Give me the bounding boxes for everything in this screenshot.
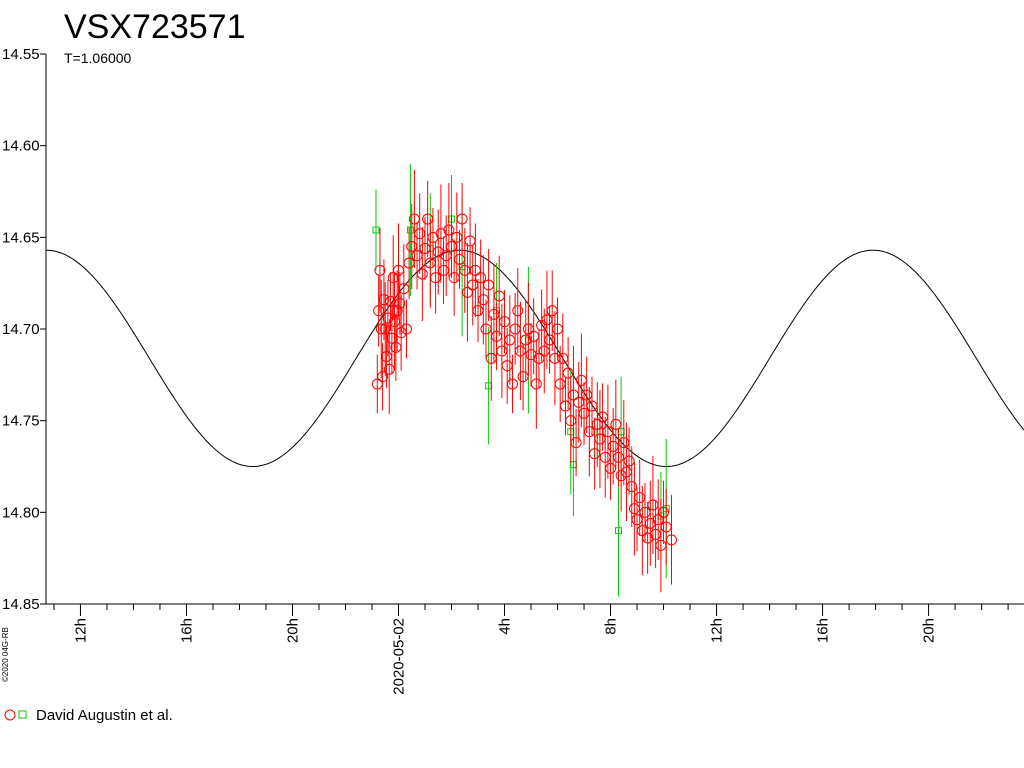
red-circle-point — [456, 213, 468, 225]
y-tick-label: 14.80 — [2, 504, 40, 521]
chart-axes: 14.55 14.60 14.65 14.70 14.75 14.80 14.85 12h 16… — [2, 46, 1024, 695]
red-circle-point — [378, 294, 390, 306]
x-tick-label: 12h — [72, 618, 89, 643]
red-circle-point — [517, 371, 529, 383]
copyright-note: ©2020 04G-RB — [1, 627, 10, 682]
chart-subtitle: T=1.06000 — [64, 50, 132, 66]
red-circle-point — [475, 272, 487, 284]
y-tick-label: 14.55 — [2, 46, 40, 63]
y-tick-label: 14.70 — [2, 321, 40, 338]
data-points-layer — [371, 164, 677, 597]
red-circle-point — [623, 455, 635, 467]
legend-marker-icon — [4, 709, 27, 721]
red-circle-point — [443, 224, 455, 236]
x-tick-label: 16h — [178, 618, 195, 643]
green-square-point — [372, 226, 380, 234]
green-square-point — [614, 527, 622, 535]
y-tick-label: 14.65 — [2, 229, 40, 246]
red-circle-point — [610, 418, 622, 430]
legend-label: David Augustin et al. — [36, 706, 173, 724]
red-circle-point — [377, 371, 389, 383]
x-tick-label: 8h — [603, 618, 620, 635]
y-tick-label: 14.60 — [2, 138, 40, 155]
green-square-point — [406, 226, 414, 234]
red-circle-point — [512, 305, 524, 317]
red-circle-point — [374, 264, 386, 276]
x-tick-label: 16h — [815, 618, 832, 643]
x-tick-label: 20h — [921, 618, 938, 643]
x-tick-label: 20h — [284, 618, 301, 643]
red-circle-point — [400, 323, 412, 335]
x-tick-label: 12h — [709, 618, 726, 643]
red-circle-point — [626, 481, 638, 493]
chart-title: VSX723571 — [64, 8, 246, 46]
model-curve-layer — [46, 249, 1024, 467]
red-circle-point — [391, 305, 403, 317]
red-circle-point — [665, 534, 677, 546]
red-circle-point — [570, 437, 582, 449]
red-circle-point — [530, 378, 542, 390]
legend: David Augustin et al. — [4, 704, 173, 726]
red-circle-point — [394, 297, 406, 309]
red-circle-point — [416, 268, 428, 280]
x-tick-label: 4h — [497, 618, 514, 635]
x-tick-label: 2020-05-02 — [391, 618, 408, 695]
y-tick-label: 14.85 — [2, 596, 40, 613]
y-tick-label: 14.75 — [2, 413, 40, 430]
model-sine-curve — [46, 249, 1024, 467]
red-circle-point — [506, 378, 518, 390]
red-circle-point — [658, 506, 670, 518]
